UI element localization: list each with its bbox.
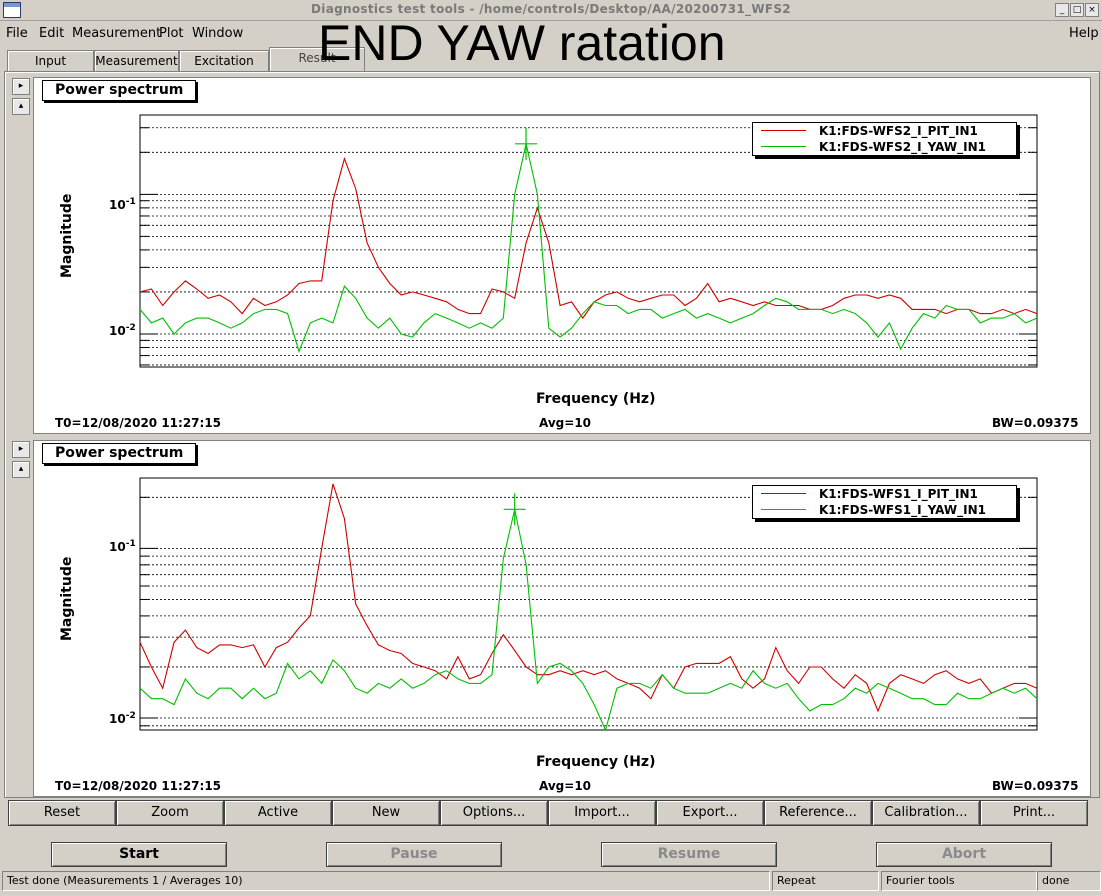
legend-label: K1:FDS-WFS1_I_YAW_IN1 [819,503,986,517]
legend-line-pit [761,493,806,494]
options-button[interactable]: Options... [440,800,548,826]
plot-area[interactable] [34,441,1090,796]
title-bar: Diagnostics test tools - /home/controls/… [0,0,1102,21]
legend-line-yaw [761,509,806,510]
pause-button[interactable]: Pause [326,842,502,867]
legend-entry: K1:FDS-WFS1_I_PIT_IN1 [753,486,1016,502]
tab-bar: Input Measurement Excitation Result [0,47,1102,71]
panel1-collapse-up-button[interactable]: ▴ [12,98,30,115]
legend-entry: K1:FDS-WFS2_I_YAW_IN1 [753,139,1016,155]
series-line-k1-fds-wfs2-i-yaw-in1 [139,143,1038,354]
status-tool: Fourier tools [881,871,1037,891]
ytick-label: 10-2 [109,323,136,338]
status-state: done [1037,871,1101,891]
result-frame [4,71,1100,798]
abort-button[interactable]: Abort [876,842,1052,867]
menu-measurement[interactable]: Measurement [72,26,162,41]
avg-label: Avg=10 [539,416,592,430]
tab-result[interactable]: Result [269,47,365,71]
bw-label: BW=0.09375 [992,779,1079,793]
power-spectrum-panel-2: Power spectrum 10-1 10-2 Magnitude Frequ… [33,440,1091,797]
status-mode: Repeat [772,871,879,891]
maximize-button[interactable]: □ [1070,3,1084,17]
panel2-expand-right-button[interactable]: ▸ [12,441,30,458]
ytick-label: 10-1 [109,539,136,554]
series-line-k1-fds-wfs2-i-pit-in1 [139,156,1038,320]
panel-title: Power spectrum [42,80,197,101]
ytick-label: 10-2 [109,711,136,726]
series-line-k1-fds-wfs1-i-yaw-in1 [139,509,1038,732]
tab-input[interactable]: Input [7,50,94,71]
active-button[interactable]: Active [224,800,332,826]
tab-excitation[interactable]: Excitation [179,50,269,71]
reference-button[interactable]: Reference... [764,800,872,826]
power-spectrum-panel-1: Power spectrum 10-1 10-2 Magnitude Frequ… [33,77,1091,434]
plot-toolbar: Reset Zoom Active New Options... Import.… [8,800,1090,826]
overlay-annotation: END YAW ratation [318,15,726,71]
t0-label: T0=12/08/2020 11:27:15 [55,416,222,430]
plot-frame [139,477,1038,731]
export-button[interactable]: Export... [656,800,764,826]
minimize-button[interactable]: _ [1055,3,1069,17]
menu-bar: File Edit Measurement Plot Window Help [0,22,1102,44]
menu-plot[interactable]: Plot [159,26,184,41]
t0-label: T0=12/08/2020 11:27:15 [55,779,222,793]
menu-file[interactable]: File [6,26,28,41]
panel1-expand-right-button[interactable]: ▸ [12,78,30,95]
bw-label: BW=0.09375 [992,416,1079,430]
legend-entry: K1:FDS-WFS1_I_YAW_IN1 [753,502,1016,518]
resume-button[interactable]: Resume [601,842,777,867]
zoom-button[interactable]: Zoom [116,800,224,826]
new-button[interactable]: New [332,800,440,826]
x-axis-label: Frequency (Hz) [536,391,656,407]
legend-line-pit [761,130,806,131]
legend[interactable]: K1:FDS-WFS2_I_PIT_IN1 K1:FDS-WFS2_I_YAW_… [752,122,1017,156]
menu-edit[interactable]: Edit [39,26,65,41]
legend-label: K1:FDS-WFS2_I_YAW_IN1 [819,140,986,154]
calibration-button[interactable]: Calibration... [872,800,980,826]
series-line-k1-fds-wfs1-i-pit-in1 [139,483,1038,713]
ytick-label: 10-1 [109,197,136,212]
start-button[interactable]: Start [51,842,227,867]
plot-frame [139,114,1038,368]
status-message: Test done (Measurements 1 / Averages 10) [2,871,770,891]
legend-label: K1:FDS-WFS2_I_PIT_IN1 [819,124,978,138]
reset-button[interactable]: Reset [8,800,116,826]
panel-title: Power spectrum [42,443,197,464]
tab-measurement[interactable]: Measurement [94,50,179,71]
window-title: Diagnostics test tools - /home/controls/… [311,2,791,16]
status-bar: Test done (Measurements 1 / Averages 10)… [0,871,1102,891]
legend[interactable]: K1:FDS-WFS1_I_PIT_IN1 K1:FDS-WFS1_I_YAW_… [752,485,1017,519]
plot-area[interactable] [34,78,1090,433]
legend-entry: K1:FDS-WFS2_I_PIT_IN1 [753,123,1016,139]
close-button[interactable]: × [1085,3,1099,17]
import-button[interactable]: Import... [548,800,656,826]
x-axis-label: Frequency (Hz) [536,754,656,770]
avg-label: Avg=10 [539,779,592,793]
print-button[interactable]: Print... [980,800,1088,826]
menu-help[interactable]: Help [1069,26,1099,41]
legend-line-yaw [761,146,806,147]
menu-window[interactable]: Window [192,26,244,41]
panel2-collapse-up-button[interactable]: ▴ [12,461,30,478]
app-window-icon[interactable] [3,2,21,18]
legend-label: K1:FDS-WFS1_I_PIT_IN1 [819,487,978,501]
